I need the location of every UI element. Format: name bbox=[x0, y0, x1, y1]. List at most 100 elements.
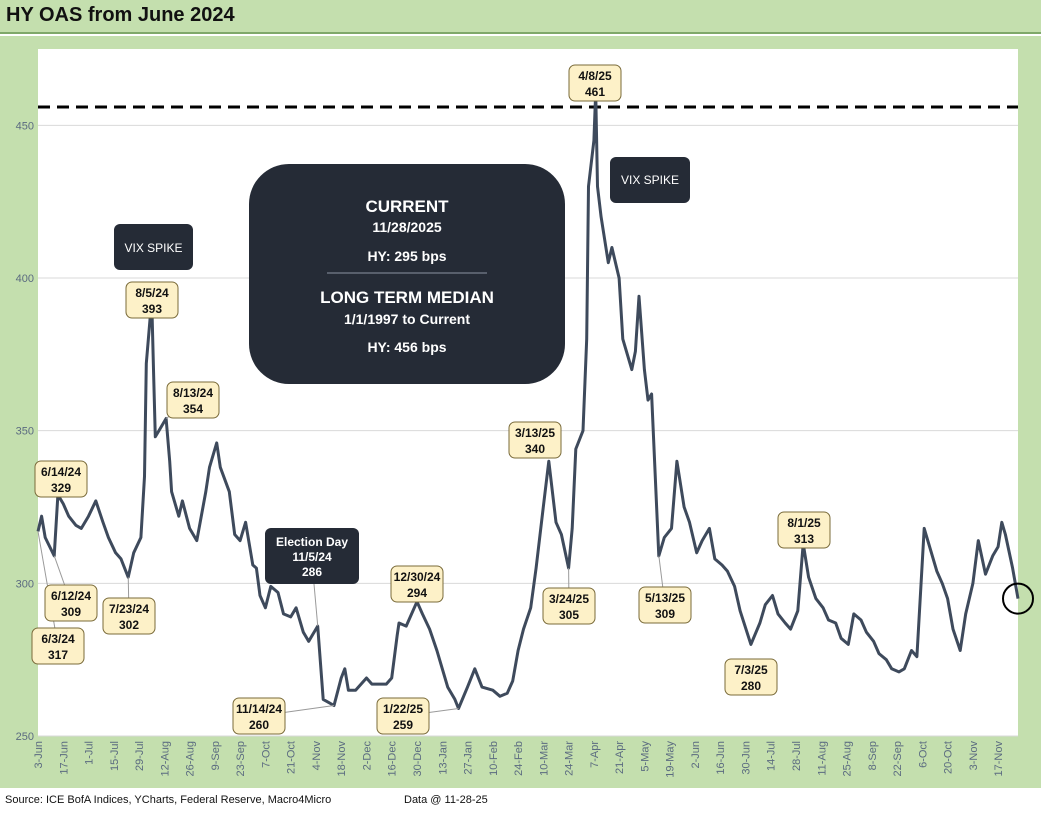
callout-date: 3/24/25 bbox=[549, 592, 589, 606]
callout-box bbox=[638, 586, 692, 624]
callout-date: 7/3/25 bbox=[734, 663, 768, 677]
callout-date: 6/14/24 bbox=[41, 465, 81, 479]
x-tick-label: 7-Oct bbox=[260, 741, 272, 768]
x-tick-label: 21-Oct bbox=[286, 741, 298, 774]
callout-1-22-25: 1/22/25 259 bbox=[376, 697, 459, 735]
current-title: CURRENT bbox=[365, 197, 449, 216]
x-tick-label: 21-Apr bbox=[614, 741, 626, 774]
vix-spike-text: VIX SPIKE bbox=[124, 241, 182, 255]
x-tick-label: 25-Aug bbox=[842, 741, 854, 776]
callout-date: 3/13/25 bbox=[515, 426, 555, 440]
callout-value: 313 bbox=[794, 532, 814, 546]
callout-box bbox=[232, 697, 286, 735]
callout-6-12-24: 6/12/24 309 bbox=[44, 555, 98, 622]
callout-value: 309 bbox=[655, 607, 675, 621]
callout-date: 12/30/24 bbox=[394, 570, 441, 584]
callout-box bbox=[508, 421, 562, 459]
callout-5-13-25: 5/13/25 309 bbox=[638, 555, 692, 624]
x-tick-label: 16-Jun bbox=[715, 741, 727, 775]
x-tick-label: 20-Oct bbox=[943, 741, 955, 774]
x-tick-label: 17-Jun bbox=[58, 741, 70, 775]
y-tick-label: 450 bbox=[16, 120, 34, 132]
callout-box bbox=[724, 658, 778, 696]
x-tick-label: 16-Dec bbox=[387, 741, 399, 777]
x-tick-label: 10-Mar bbox=[538, 741, 550, 776]
x-tick-label: 3-Nov bbox=[968, 741, 980, 771]
x-tick-label: 6-Oct bbox=[917, 741, 929, 768]
callout-box bbox=[542, 587, 596, 625]
x-tick-label: 24-Mar bbox=[564, 741, 576, 776]
vix-spike-box bbox=[610, 157, 690, 203]
callout-11-14-24: 11/14/24 260 bbox=[232, 697, 335, 735]
median-title: LONG TERM MEDIAN bbox=[320, 288, 494, 307]
callout-date: 1/22/25 bbox=[383, 702, 423, 716]
x-tick-label: 26-Aug bbox=[185, 741, 197, 776]
vix-spike-box bbox=[114, 224, 193, 270]
y-tick-label: 350 bbox=[16, 426, 34, 438]
x-tick-label: 3-Jun bbox=[33, 741, 45, 769]
callout-value: 354 bbox=[183, 402, 203, 416]
x-tick-label: 24-Feb bbox=[513, 741, 525, 776]
x-tick-label: 7-Apr bbox=[589, 741, 601, 768]
y-tick-label: 400 bbox=[16, 273, 34, 285]
election-day-text: Election Day bbox=[276, 535, 348, 549]
callout-8-13-24: 8/13/24 354 bbox=[165, 381, 220, 419]
callout-value: 280 bbox=[741, 679, 761, 693]
x-tick-label: 23-Sep bbox=[235, 741, 247, 776]
x-tick-label: 27-Jan bbox=[463, 741, 475, 775]
callout-3-24-25: 3/24/25 305 bbox=[542, 568, 596, 625]
callout-box bbox=[390, 565, 444, 603]
x-tick-label: 30-Dec bbox=[412, 741, 424, 777]
x-tick-label: 28-Jul bbox=[791, 741, 803, 771]
title-bar: HY OAS from June 2024 bbox=[0, 0, 1041, 34]
last-point-marker bbox=[1002, 582, 1034, 615]
callout-6-14-24: 6/14/24 329 bbox=[34, 460, 88, 498]
callout-box bbox=[34, 460, 88, 498]
current-value: HY: 295 bps bbox=[367, 248, 446, 264]
chart-title: HY OAS from June 2024 bbox=[6, 4, 235, 26]
callout-value: 305 bbox=[559, 608, 579, 622]
source-note: Source: ICE BofA Indices, YCharts, Feder… bbox=[5, 794, 332, 806]
callout-box bbox=[31, 627, 85, 665]
callout-box bbox=[568, 64, 622, 102]
callout-value: 259 bbox=[393, 718, 413, 732]
callout-box bbox=[166, 381, 220, 419]
current-date: 11/28/2025 bbox=[372, 219, 442, 235]
callout-box bbox=[102, 597, 156, 635]
x-tick-label: 12-Aug bbox=[159, 741, 171, 776]
x-tick-label: 2-Dec bbox=[361, 741, 373, 771]
vix-spike-text: VIX SPIKE bbox=[621, 173, 679, 187]
callout-4-8-25: 4/8/25 461 bbox=[568, 64, 622, 102]
callout-date: 8/5/24 bbox=[135, 286, 169, 300]
footer: Source: ICE BofA Indices, YCharts, Feder… bbox=[0, 789, 1041, 816]
callout-date: 6/3/24 bbox=[41, 632, 75, 646]
callout-value: 302 bbox=[119, 618, 139, 632]
callout-value: 309 bbox=[61, 605, 81, 619]
callout-8-1-25: 8/1/25 313 bbox=[777, 511, 831, 549]
callout-date: 4/8/25 bbox=[578, 69, 612, 83]
callout-date: 11/14/24 bbox=[236, 702, 282, 716]
callout-3-13-25: 3/13/25 340 bbox=[508, 421, 562, 459]
callout-box bbox=[125, 281, 179, 319]
callout-value: 329 bbox=[51, 481, 71, 495]
callout-box bbox=[44, 584, 98, 622]
x-tick-label: 13-Jan bbox=[437, 741, 449, 775]
callout-box bbox=[777, 511, 831, 549]
x-tick-label: 10-Feb bbox=[488, 741, 500, 776]
election-day-text: 286 bbox=[302, 565, 322, 579]
info-box-background bbox=[249, 164, 565, 384]
callout-date: 7/23/24 bbox=[109, 602, 149, 616]
election-day-text: 11/5/24 bbox=[292, 550, 332, 564]
callout-box bbox=[376, 697, 430, 735]
median-period: 1/1/1997 to Current bbox=[344, 311, 470, 327]
x-tick-label: 4-Nov bbox=[311, 741, 323, 771]
callout-7-23-24: 7/23/24 302 bbox=[102, 577, 156, 635]
callout-value: 393 bbox=[142, 302, 162, 316]
info-box: CURRENT 11/28/2025 HY: 295 bps LONG TERM ME… bbox=[249, 164, 565, 384]
callout-8-5-24: 8/5/24 393 bbox=[125, 281, 179, 319]
x-tick-label: 17-Nov bbox=[993, 741, 1005, 777]
election-day-leader bbox=[313, 583, 319, 627]
vix-spike-label: VIX SPIKE bbox=[114, 224, 193, 270]
